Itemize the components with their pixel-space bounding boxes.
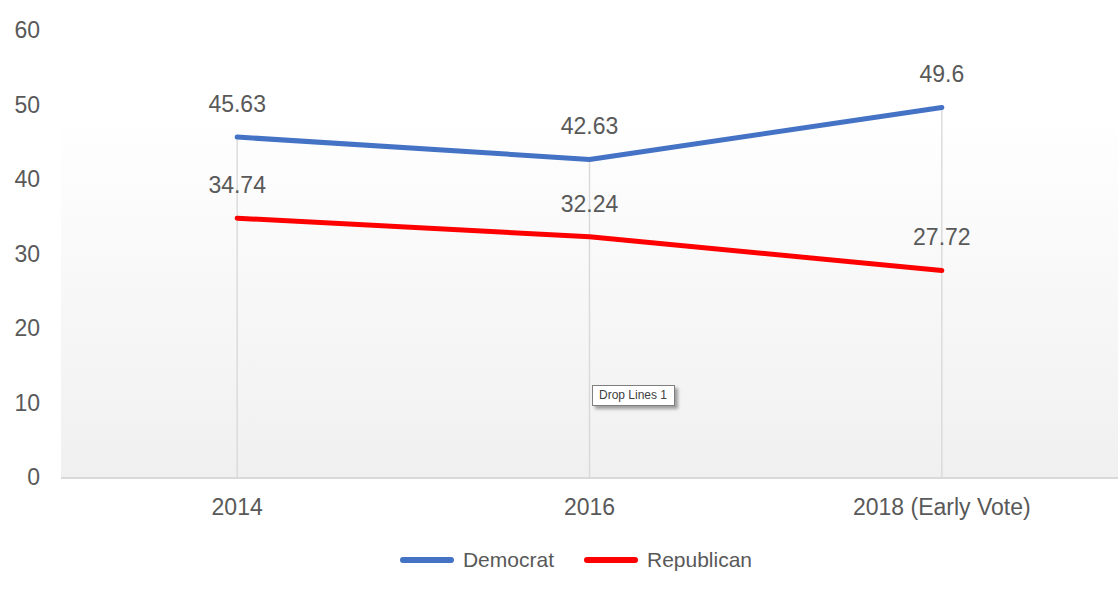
y-tick-label-30: 30 [14,241,40,267]
data-label-democrat-2014: 45.63 [208,91,266,117]
legend-label-democrat: Democrat [463,548,554,572]
chart-canvas: 45.63 42.63 49.6 34.74 32.24 27.72 0 10 20 30 40 50… [0,0,1118,591]
y-tick-label-20: 20 [14,315,40,341]
data-label-republican-2018 (Early Vote): 27.72 [913,224,971,250]
legend-swatch-democrat-line-icon [400,557,454,563]
data-label-republican-2016: 32.24 [561,191,619,217]
legend-swatch-republican-line-icon [584,557,638,563]
x-category-label-2016: 2016 [564,494,615,520]
drop-lines-tooltip: Drop Lines 1 [592,385,675,406]
data-label-republican-2014: 34.74 [208,172,266,198]
legend-label-republican: Republican [647,548,752,572]
chart-plot-area: 45.63 42.63 49.6 34.74 32.24 27.72 0 10 20 30 40 50… [0,0,1118,591]
y-tick-label-50: 50 [14,92,40,118]
legend: Democrat Republican [34,548,1118,572]
y-tick-label-0: 0 [27,464,40,490]
data-label-democrat-2016: 42.63 [561,113,619,139]
y-tick-label-40: 40 [14,166,40,192]
data-label-democrat-2018 (Early Vote): 49.6 [919,61,964,87]
legend-entry-democrat[interactable]: Democrat [400,548,554,572]
y-tick-label-10: 10 [14,390,40,416]
x-category-label-2014: 2014 [212,494,263,520]
legend-entry-republican[interactable]: Republican [584,548,752,572]
x-category-label-2018 (Early Vote): 2018 (Early Vote) [853,494,1031,520]
y-tick-label-60: 60 [14,17,40,43]
